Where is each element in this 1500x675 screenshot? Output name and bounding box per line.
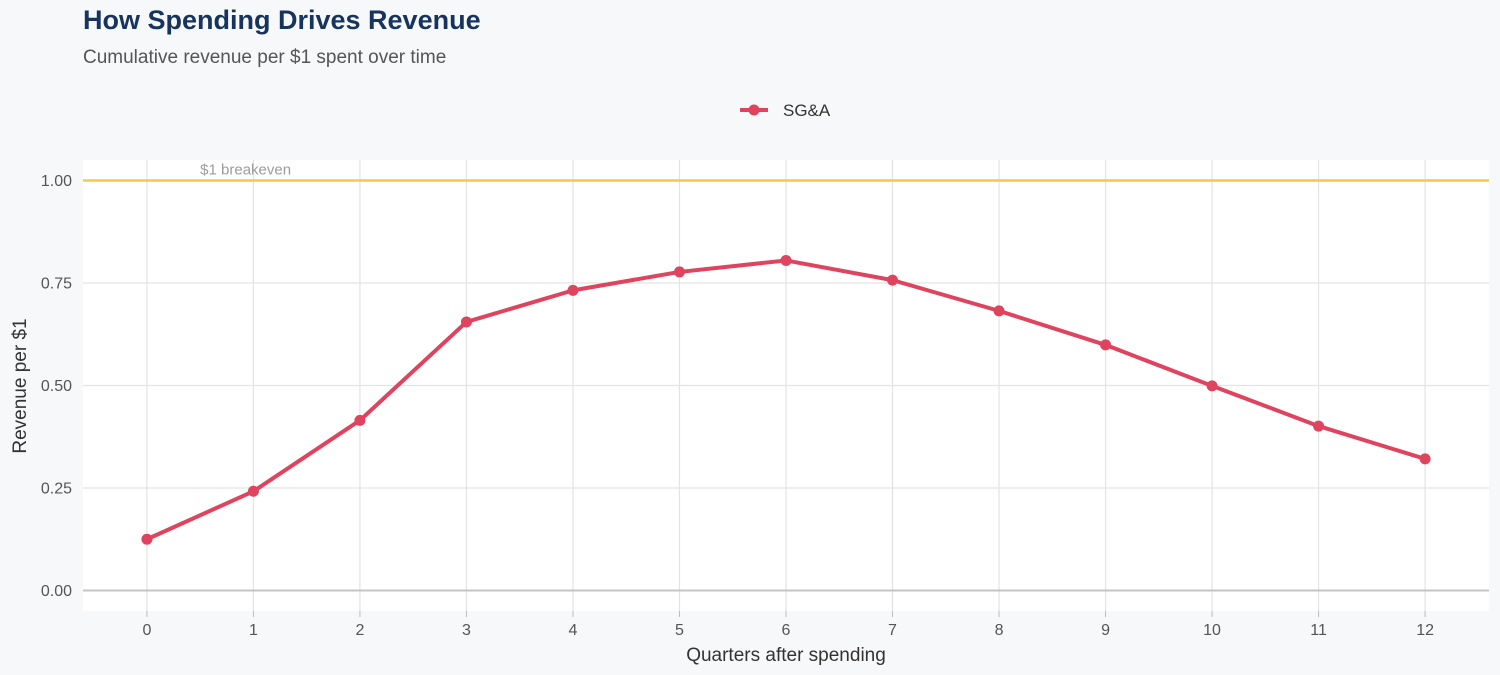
legend-label: SG&A [783, 101, 831, 120]
grid [83, 160, 1489, 611]
x-tick-label: 2 [355, 622, 364, 639]
x-tick-label: 8 [995, 622, 1004, 639]
y-axis-label: Revenue per $1 [10, 318, 31, 453]
data-point[interactable] [141, 533, 153, 545]
data-point[interactable] [460, 316, 472, 328]
x-axis-label: Quarters after spending [686, 645, 886, 666]
breakeven-label: $1 breakeven [200, 162, 291, 179]
data-point[interactable] [354, 414, 366, 426]
x-tick-label: 12 [1416, 622, 1434, 639]
x-tick-label: 10 [1203, 622, 1221, 639]
data-point[interactable] [887, 274, 899, 286]
series [141, 254, 1431, 545]
x-tick-label: 9 [1101, 622, 1110, 639]
data-point[interactable] [1313, 420, 1325, 432]
data-point[interactable] [780, 254, 792, 266]
x-tick-label: 1 [249, 622, 258, 639]
data-point[interactable] [673, 266, 685, 278]
chart-title: How Spending Drives Revenue [83, 5, 481, 35]
data-point[interactable] [1100, 339, 1112, 351]
axes: 0 1 2 3 4 5 6 7 8 9 10 11 120.000.250.500.751.00 [41, 173, 1434, 639]
legend[interactable]: SG&A [740, 101, 831, 120]
reference-line-group: $1 breakeven [83, 162, 1489, 182]
y-tick-label: 0.00 [41, 583, 72, 600]
x-tick-label: 5 [675, 622, 684, 639]
y-tick-label: 1.00 [41, 173, 72, 190]
legend-marker [748, 104, 760, 116]
data-point[interactable] [247, 485, 259, 497]
x-tick-label: 3 [462, 622, 471, 639]
data-point[interactable] [1206, 380, 1218, 392]
x-tick-label: 7 [888, 622, 897, 639]
data-point[interactable] [1419, 453, 1431, 465]
y-tick-label: 0.25 [41, 481, 72, 498]
x-tick-label: 0 [142, 622, 151, 639]
data-point[interactable] [993, 305, 1005, 317]
y-tick-label: 0.75 [41, 276, 72, 293]
y-tick-label: 0.50 [41, 378, 72, 395]
chart-subtitle: Cumulative revenue per $1 spent over tim… [83, 47, 447, 68]
x-tick-label: 4 [569, 622, 578, 639]
x-tick-label: 11 [1310, 622, 1327, 639]
data-point[interactable] [567, 284, 579, 296]
x-tick-label: 6 [782, 622, 791, 639]
